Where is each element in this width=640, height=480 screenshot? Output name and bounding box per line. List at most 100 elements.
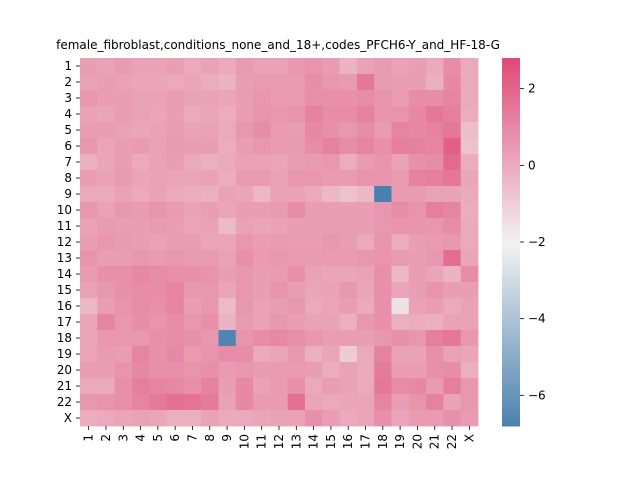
heatmap-cell — [304, 410, 323, 427]
heatmap-cell — [374, 346, 392, 363]
row-tick-label: 11 — [57, 219, 72, 233]
heatmap-cell — [80, 282, 98, 299]
heatmap-cell — [166, 138, 185, 155]
heatmap-cell — [218, 218, 237, 235]
heatmap-cell — [80, 362, 98, 379]
colorbar-segment — [502, 321, 520, 326]
heatmap-cell — [183, 202, 202, 219]
heatmap-cell — [408, 202, 427, 219]
colorbar-segment — [502, 131, 520, 136]
heatmap-cell — [391, 266, 410, 283]
heatmap-cell — [80, 202, 98, 219]
colorbar-segment — [502, 229, 520, 234]
heatmap-cell — [287, 298, 306, 315]
heatmap-cell — [391, 122, 410, 139]
heatmap-cell — [356, 330, 375, 347]
heatmap-cell — [97, 362, 115, 379]
heatmap-cell — [253, 218, 271, 235]
heatmap-cell — [131, 250, 150, 267]
heatmap-cell — [443, 186, 462, 203]
heatmap-cell — [339, 234, 358, 251]
heatmap-cell — [80, 138, 98, 155]
heatmap-cell — [270, 394, 289, 411]
heatmap-cell — [426, 170, 444, 187]
heatmap-cell — [270, 106, 289, 123]
colorbar-segment — [502, 416, 520, 421]
heatmap-cell — [97, 314, 115, 331]
heatmap-cell — [149, 378, 167, 395]
colorbar-segment — [502, 140, 520, 145]
heatmap-cell — [322, 250, 340, 267]
heatmap-cell — [287, 186, 306, 203]
colorbar-segment — [502, 349, 520, 353]
heatmap-cell — [253, 314, 271, 331]
heatmap-cell — [408, 250, 427, 267]
heatmap-cell — [322, 266, 340, 283]
heatmap-cell — [270, 266, 289, 283]
heatmap-cell — [304, 218, 323, 235]
colorbar-segment — [502, 238, 520, 243]
heatmap-cell — [391, 202, 410, 219]
heatmap-cell — [183, 154, 202, 171]
heatmap-cell — [287, 266, 306, 283]
heatmap-cell — [166, 202, 185, 219]
heatmap-cell — [80, 394, 98, 411]
colorbar-segment — [502, 327, 520, 332]
heatmap-cell — [218, 170, 237, 187]
heatmap-cell — [356, 58, 375, 75]
colorbar-segment — [502, 275, 520, 280]
heatmap-cell — [80, 410, 98, 427]
heatmap-cell — [131, 394, 150, 411]
heatmap-cell — [356, 122, 375, 139]
heatmap-cell — [426, 186, 444, 203]
heatmap-cell — [339, 346, 358, 363]
heatmap-cell — [114, 138, 133, 155]
heatmap-cell — [408, 410, 427, 427]
colorbar-segment — [502, 183, 520, 188]
heatmap-cell — [97, 122, 115, 139]
heatmap-cell — [322, 394, 340, 411]
heatmap-cell — [374, 154, 392, 171]
heatmap-cell — [270, 90, 289, 107]
heatmap-cell — [391, 282, 410, 299]
column-tick-label: 2 — [99, 434, 113, 442]
heatmap-cell — [374, 218, 392, 235]
heatmap-cell — [443, 266, 462, 283]
heatmap-cell — [183, 170, 202, 187]
heatmap-cell — [201, 58, 219, 75]
column-tick-label: 10 — [237, 434, 251, 449]
heatmap-cell — [166, 298, 185, 315]
heatmap-cell — [356, 154, 375, 171]
heatmap-cell — [253, 330, 271, 347]
heatmap-cell — [80, 106, 98, 123]
heatmap-cell — [460, 122, 479, 139]
heatmap-cell — [114, 394, 133, 411]
heatmap-cell — [287, 138, 306, 155]
heatmap-cell — [391, 74, 410, 91]
heatmap-cell — [183, 218, 202, 235]
colorbar-segment — [502, 330, 520, 335]
heatmap-cell — [322, 90, 340, 107]
heatmap-cell — [426, 90, 444, 107]
row-tick-label: 6 — [64, 139, 72, 153]
colorbar-segment — [502, 220, 520, 225]
heatmap-cell — [426, 346, 444, 363]
heatmap-cell — [443, 58, 462, 75]
heatmap-cell — [322, 362, 340, 379]
heatmap-cell — [460, 394, 479, 411]
column-tick-label: 18 — [376, 434, 390, 449]
heatmap-cell — [149, 330, 167, 347]
heatmap-cell — [339, 186, 358, 203]
colorbar-segment — [502, 199, 520, 203]
column-tick-labels: 1 2 3 4 5 6 7 8 9 10 11 12 13 14 15 16 17 18 19 20 21 22 X — [82, 426, 476, 449]
colorbar-segment — [502, 324, 520, 329]
heatmap-cell — [149, 154, 167, 171]
colorbar-segment — [502, 88, 520, 93]
colorbar-segment — [502, 281, 520, 286]
heatmap-cell — [183, 346, 202, 363]
heatmap-cell — [460, 218, 479, 235]
heatmap-cell — [253, 90, 271, 107]
heatmap-cell — [304, 154, 323, 171]
heatmap-cell — [166, 394, 185, 411]
heatmap-cell — [253, 362, 271, 379]
